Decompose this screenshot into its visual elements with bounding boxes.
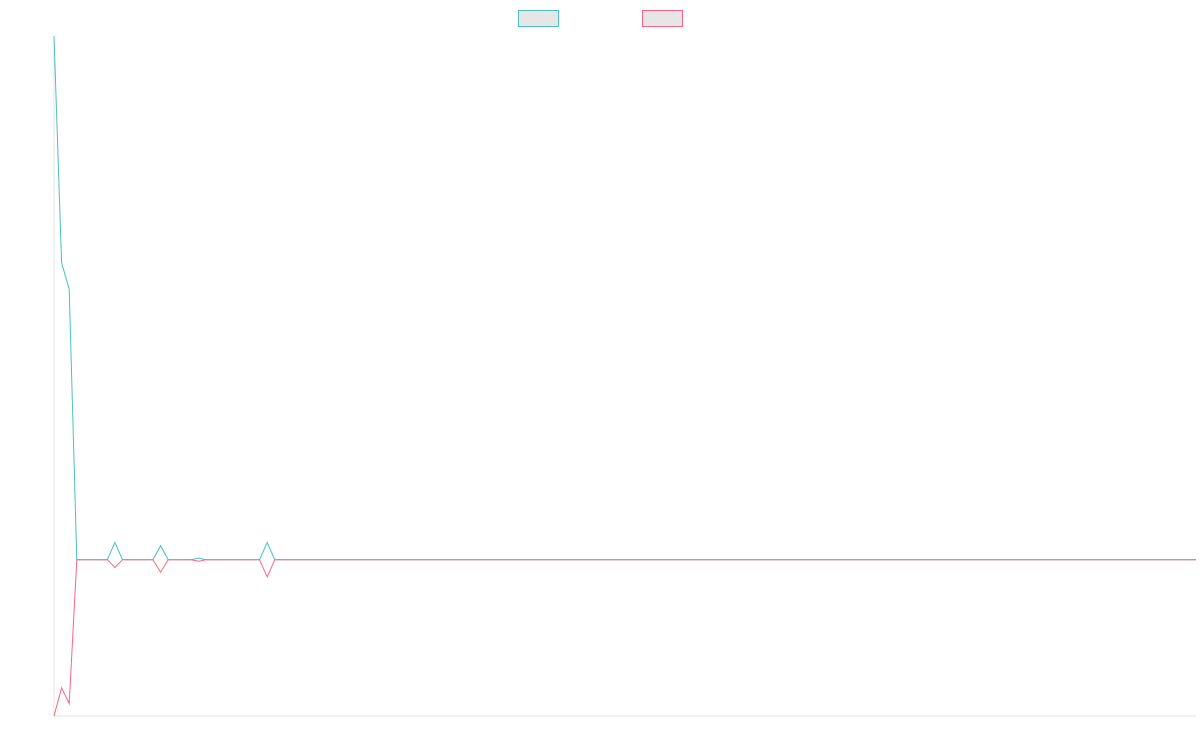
legend-swatch-2[interactable] <box>642 10 683 27</box>
series-line-2 <box>53 559 1196 717</box>
legend-swatch-1[interactable] <box>518 10 559 27</box>
series-line-1 <box>53 35 1196 561</box>
legend[interactable] <box>518 10 683 27</box>
series-layer <box>53 35 1196 717</box>
